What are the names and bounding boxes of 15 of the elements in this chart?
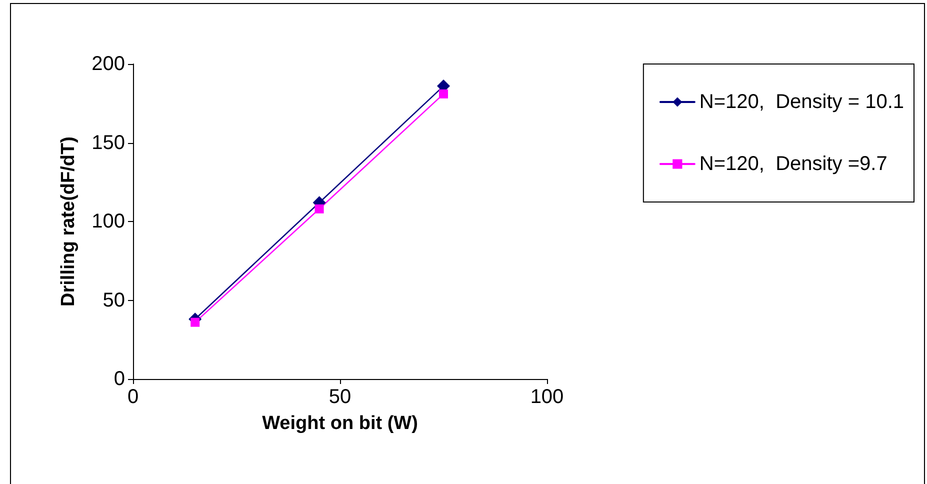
y-tick-label: 150	[92, 132, 125, 154]
y-tick-label: 50	[102, 289, 125, 312]
x-axis-title: Weight on bit (W)	[262, 413, 418, 434]
y-tick-label: 100	[92, 210, 125, 232]
point	[190, 318, 200, 327]
y-tick-label: 0	[114, 368, 125, 390]
legend-label: N=120, Density = 10.1	[699, 91, 904, 113]
y-tick-label: 200	[92, 53, 125, 75]
point	[314, 204, 324, 214]
x-tick-label: 0	[127, 386, 139, 408]
legend-label: N=120, Density =9.7	[699, 153, 888, 175]
x-tick-label: 50	[328, 386, 352, 408]
y-axis-title: Drilling rate(dF/dT)	[58, 136, 79, 306]
x-tick-label: 100	[530, 386, 564, 408]
point	[439, 89, 448, 98]
